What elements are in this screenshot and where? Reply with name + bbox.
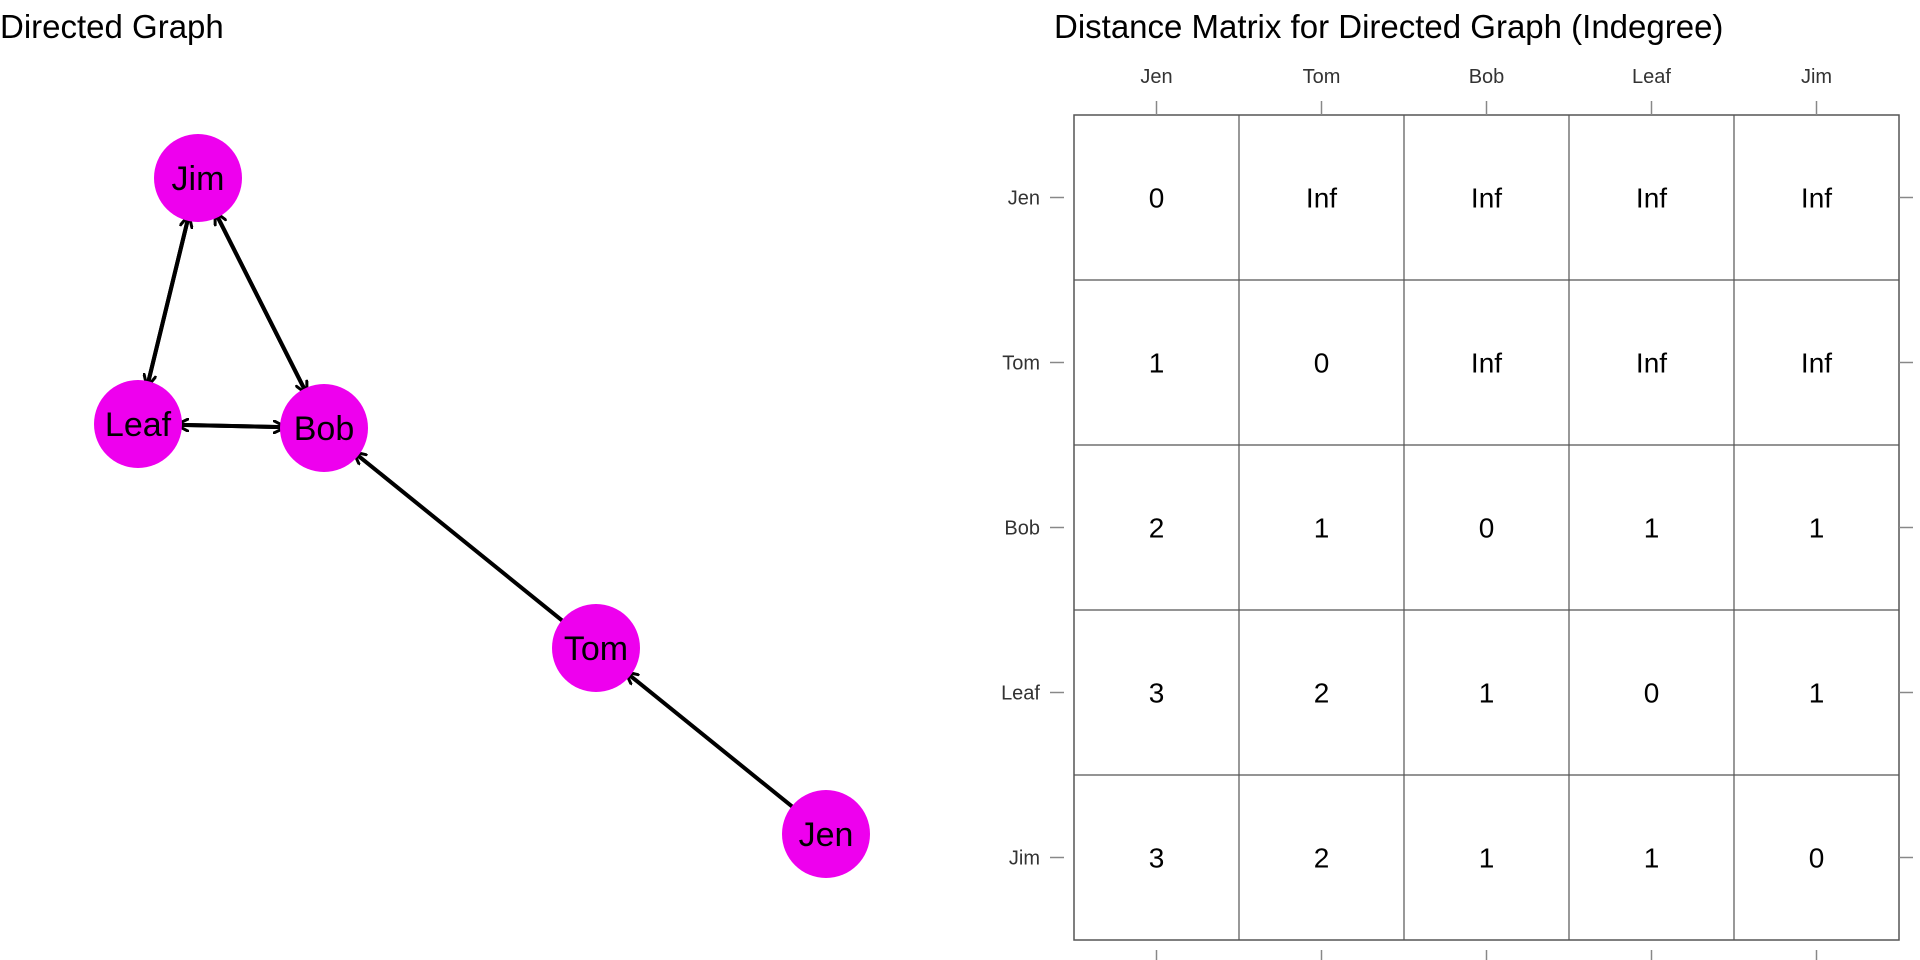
edge-leaf-to-bob (171, 425, 286, 428)
matrix-cell: 3 (1149, 678, 1165, 709)
matrix-cell: 1 (1809, 513, 1825, 544)
matrix-cell: 1 (1809, 678, 1825, 709)
matrix-cell: Inf (1471, 183, 1502, 214)
matrix-cell: 0 (1149, 183, 1165, 214)
row-label: Leaf (1001, 683, 1040, 705)
node-tom[interactable]: Tom (552, 604, 640, 692)
row-label: Tom (1002, 353, 1040, 375)
matrix-cell: Inf (1801, 183, 1832, 214)
row-label: Bob (1004, 518, 1040, 540)
graph-nodes: Jim Leaf Bob Tom Jen (94, 134, 870, 878)
matrix-cell: Inf (1471, 348, 1502, 379)
node-leaf[interactable]: Leaf (94, 380, 182, 468)
matrix-cell: 0 (1314, 348, 1330, 379)
node-label: Leaf (105, 406, 172, 444)
matrix-cell: 1 (1314, 513, 1330, 544)
node-jen[interactable]: Jen (782, 790, 870, 878)
node-label: Jen (799, 816, 854, 854)
column-label: Jim (1801, 66, 1832, 88)
matrix-cell: 3 (1149, 843, 1165, 874)
matrix-cell: 0 (1644, 678, 1660, 709)
matrix-cell: Inf (1636, 183, 1667, 214)
node-bob[interactable]: Bob (280, 384, 368, 472)
matrix-cell: 1 (1479, 843, 1495, 874)
matrix-cell: Inf (1636, 348, 1667, 379)
node-circle (154, 134, 242, 222)
matrix-cell: 2 (1149, 513, 1165, 544)
column-label: Jen (1140, 66, 1172, 88)
row-label: Jen (1008, 188, 1040, 210)
edge-tom-to-bob (354, 450, 571, 629)
node-label: Jim (172, 160, 225, 198)
graph-title: Directed Graph (0, 8, 224, 45)
matrix-cell: 0 (1479, 513, 1495, 544)
node-circle (552, 604, 640, 692)
node-circle (94, 380, 182, 468)
matrix-cell: 1 (1644, 843, 1660, 874)
column-label: Leaf (1632, 66, 1671, 88)
edge-jim-to-leaf (147, 210, 192, 387)
matrix-cell: 0 (1809, 843, 1825, 874)
edge-jen-to-tom (626, 670, 801, 815)
distance-matrix: Jen Tom Bob Leaf Jim Jen Tom Bob Leaf Jim 0 Inf Inf I… (1001, 66, 1913, 960)
column-label: Bob (1469, 66, 1505, 88)
node-jim[interactable]: Jim (154, 134, 242, 222)
matrix-cell: Inf (1306, 183, 1337, 214)
matrix-cell: Inf (1801, 348, 1832, 379)
matrix-title: Distance Matrix for Directed Graph (Inde… (1054, 8, 1723, 45)
row-label: Jim (1009, 848, 1040, 870)
matrix-cell: 1 (1644, 513, 1660, 544)
matrix-cell: 2 (1314, 843, 1330, 874)
matrix-cell: 1 (1479, 678, 1495, 709)
node-label: Bob (294, 410, 355, 448)
edge-jim-to-bob (211, 207, 309, 394)
column-label: Tom (1303, 66, 1341, 88)
graph-edges (146, 207, 801, 815)
matrix-cell: 2 (1314, 678, 1330, 709)
node-circle (782, 790, 870, 878)
node-circle (280, 384, 368, 472)
node-label: Tom (564, 630, 628, 668)
matrix-cell: 1 (1149, 348, 1165, 379)
